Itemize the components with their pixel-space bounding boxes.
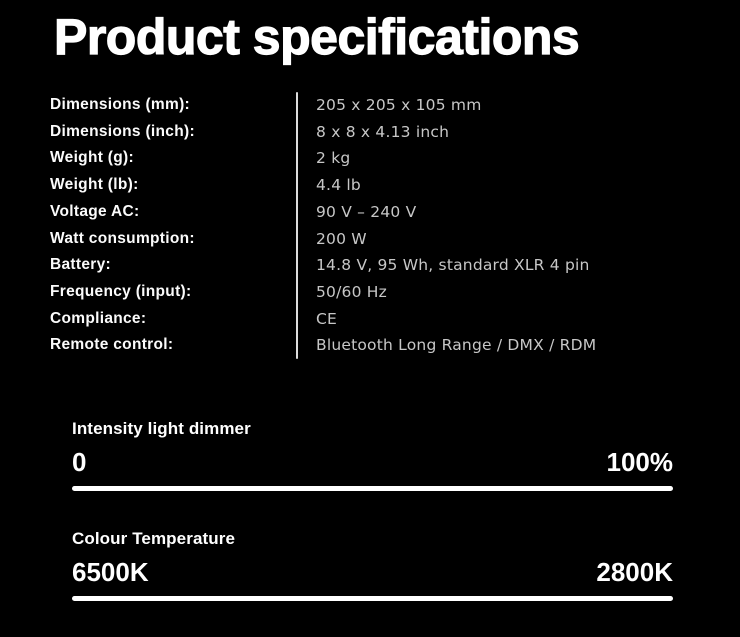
page-title: Product specifications: [53, 8, 580, 65]
spec-label: Voltage AC:: [50, 202, 140, 220]
intensity-dimmer-section: Intensity light dimmer 0 100%: [72, 417, 673, 491]
spec-value: 4.4 lb: [316, 176, 361, 195]
spec-value-column: 205 x 205 x 105 mm 8 x 8 x 4.13 inch 2 kg 4…: [298, 92, 596, 359]
spec-label: Watt consumption:: [50, 229, 195, 247]
colour-temp-min-label: 6500K: [72, 557, 149, 587]
spec-value: 90 V – 240 V: [316, 202, 417, 221]
spec-label: Weight (g):: [50, 149, 134, 167]
colour-temperature-title: Colour Temperature: [72, 529, 236, 548]
spec-value: 200 W: [316, 229, 367, 248]
spec-label: Compliance:: [50, 309, 147, 327]
colour-temperature-range: 6500K 2800K: [72, 557, 673, 587]
spec-label: Remote control:: [50, 336, 174, 354]
colour-temp-max-label: 2800K: [596, 557, 673, 587]
spec-label: Weight (lb):: [50, 176, 139, 194]
intensity-dimmer-title: Intensity light dimmer: [72, 419, 251, 438]
spec-label: Frequency (input):: [50, 282, 192, 300]
spec-value: 8 x 8 x 4.13 inch: [316, 122, 450, 141]
spec-value: 2 kg: [316, 149, 351, 168]
spec-value: Bluetooth Long Range / DMX / RDM: [316, 336, 597, 355]
spec-value: CE: [316, 309, 338, 328]
intensity-dimmer-range: 0 100%: [72, 447, 673, 477]
spec-label: Battery:: [50, 256, 111, 274]
spec-label-column: Dimensions (mm): Dimensions (inch): Weight…: [50, 92, 296, 359]
spec-value: 50/60 Hz: [316, 282, 387, 301]
colour-temperature-bar: [72, 596, 673, 601]
intensity-min-label: 0: [72, 447, 87, 477]
colour-temperature-section: Colour Temperature 6500K 2800K: [72, 527, 673, 601]
intensity-dimmer-bar: [72, 486, 673, 491]
spec-label: Dimensions (mm):: [50, 96, 191, 113]
column-divider: [296, 92, 298, 360]
spec-label: Dimensions (inch):: [50, 122, 195, 140]
spec-table: Dimensions (mm): Dimensions (inch): Weight…: [50, 92, 596, 360]
spec-value: 205 x 205 x 105 mm: [316, 96, 482, 114]
spec-value: 14.8 V, 95 Wh, standard XLR 4 pin: [316, 256, 590, 275]
intensity-max-label: 100%: [606, 447, 674, 477]
